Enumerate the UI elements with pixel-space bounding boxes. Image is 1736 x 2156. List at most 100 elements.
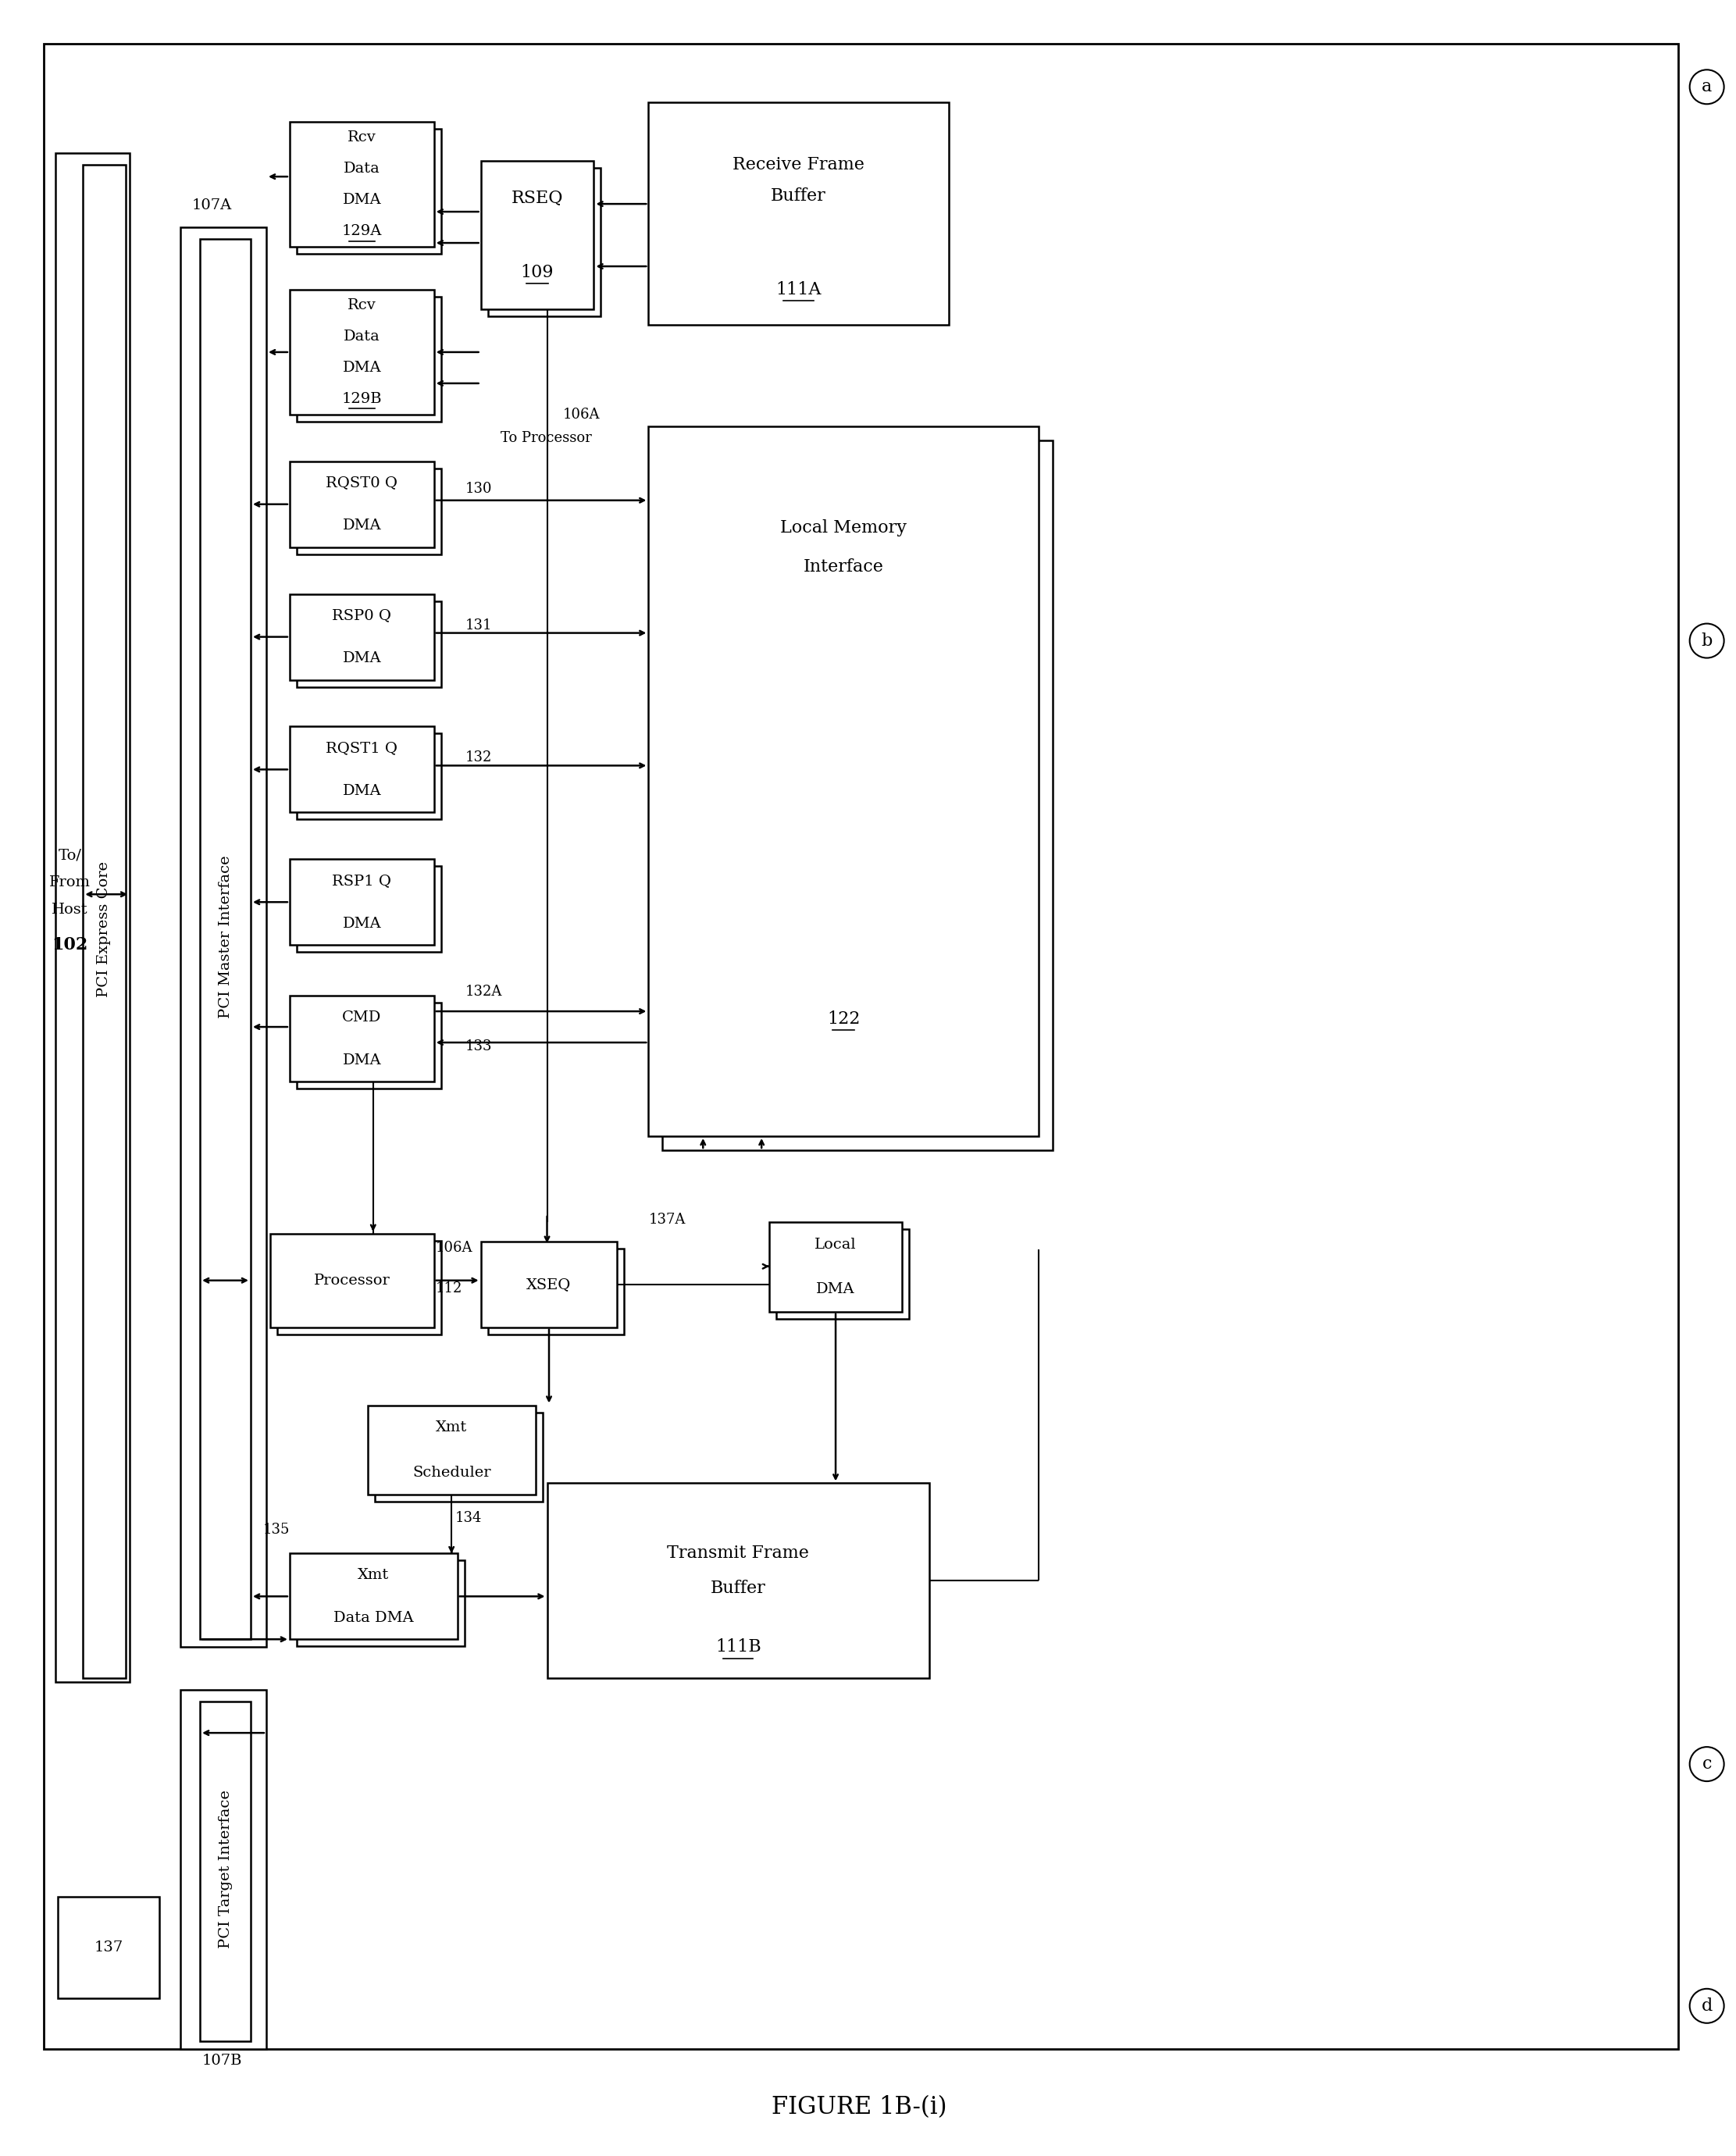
Bar [649, 427, 1038, 1136]
Bar [649, 103, 950, 326]
Text: DMA: DMA [342, 1052, 382, 1067]
Text: Transmit Frame: Transmit Frame [667, 1546, 809, 1563]
Text: Local: Local [814, 1238, 856, 1250]
Bar [297, 468, 441, 554]
Bar [290, 123, 434, 246]
Bar [776, 1229, 910, 1319]
Bar [290, 860, 434, 944]
Text: Rcv: Rcv [347, 298, 377, 313]
Text: DMA: DMA [342, 194, 382, 207]
Bar [481, 162, 594, 308]
Bar [290, 461, 434, 548]
Bar [368, 1406, 535, 1494]
Text: 137: 137 [94, 1940, 123, 1955]
Bar [200, 1701, 250, 2042]
Text: Rcv: Rcv [347, 132, 377, 144]
Text: To Processor: To Processor [500, 431, 592, 444]
Text: DMA: DMA [342, 360, 382, 375]
Bar [488, 168, 601, 317]
Bar [663, 440, 1052, 1149]
Text: From: From [49, 875, 90, 890]
Text: Buffer: Buffer [710, 1580, 766, 1598]
Text: 135: 135 [262, 1522, 290, 1537]
Text: d: d [1701, 1996, 1712, 2014]
Text: Xmt: Xmt [436, 1421, 467, 1434]
Text: FIGURE 1B-(i): FIGURE 1B-(i) [771, 2096, 946, 2119]
Bar [271, 1233, 434, 1328]
Bar [481, 1242, 618, 1328]
Bar [297, 602, 441, 688]
Text: 107A: 107A [193, 198, 233, 213]
Bar [290, 289, 434, 414]
Text: Scheduler: Scheduler [411, 1466, 491, 1479]
Text: 122: 122 [826, 1011, 859, 1028]
Text: PCI Express Core: PCI Express Core [97, 862, 111, 998]
Bar [181, 226, 266, 1647]
Text: PCI Master Interface: PCI Master Interface [219, 856, 233, 1018]
Bar [297, 298, 441, 423]
Text: 111A: 111A [776, 280, 821, 298]
Bar [200, 239, 250, 1639]
Text: 102: 102 [52, 936, 89, 953]
Text: To/: To/ [57, 847, 82, 862]
Text: Processor: Processor [314, 1274, 391, 1287]
Bar [290, 996, 434, 1082]
Text: Data: Data [344, 330, 380, 343]
Bar [297, 129, 441, 254]
Text: Receive Frame: Receive Frame [733, 157, 865, 172]
Text: 107B: 107B [203, 2053, 243, 2068]
Bar [297, 1561, 464, 1647]
Text: c: c [1701, 1755, 1712, 1772]
Text: 129B: 129B [342, 392, 382, 405]
Text: 132A: 132A [465, 985, 502, 998]
Text: DMA: DMA [342, 520, 382, 533]
Bar [547, 1483, 929, 1677]
Text: 133: 133 [465, 1039, 491, 1054]
Bar [57, 1897, 160, 1999]
Bar [375, 1412, 542, 1503]
Text: RSP0 Q: RSP0 Q [332, 608, 392, 623]
Text: b: b [1701, 632, 1712, 649]
Text: RSP1 Q: RSP1 Q [332, 873, 392, 888]
Text: CMD: CMD [342, 1011, 382, 1024]
Text: DMA: DMA [816, 1283, 856, 1296]
Text: 112: 112 [436, 1281, 462, 1296]
Text: Data DMA: Data DMA [333, 1611, 413, 1626]
Text: Host: Host [52, 903, 89, 916]
Text: 130: 130 [465, 481, 491, 496]
Bar [297, 733, 441, 819]
Text: 106A: 106A [562, 407, 599, 423]
Text: 137A: 137A [649, 1212, 686, 1227]
Text: 109: 109 [521, 263, 554, 280]
Text: PCI Target Interface: PCI Target Interface [219, 1789, 233, 1949]
Bar [56, 153, 130, 1682]
Text: RQST1 Q: RQST1 Q [326, 742, 398, 755]
Bar [297, 1003, 441, 1089]
Text: 106A: 106A [436, 1240, 472, 1255]
Bar [290, 1554, 457, 1639]
Text: DMA: DMA [342, 651, 382, 666]
Bar [83, 164, 127, 1677]
Text: RQST0 Q: RQST0 Q [326, 476, 398, 489]
Text: 132: 132 [465, 750, 491, 765]
Text: Interface: Interface [804, 558, 884, 576]
Text: DMA: DMA [342, 785, 382, 798]
Bar [488, 1248, 625, 1335]
Text: Data: Data [344, 162, 380, 177]
Text: Local Memory: Local Memory [779, 520, 906, 537]
Text: XSEQ: XSEQ [526, 1276, 571, 1291]
Text: DMA: DMA [342, 916, 382, 931]
Text: Xmt: Xmt [358, 1567, 389, 1583]
Bar [290, 593, 434, 679]
Text: a: a [1701, 78, 1712, 95]
Bar [290, 727, 434, 813]
Text: 129A: 129A [342, 224, 382, 239]
Text: RSEQ: RSEQ [512, 190, 562, 207]
Text: 131: 131 [465, 619, 491, 632]
Bar [181, 1690, 266, 2048]
Bar [278, 1240, 441, 1335]
Text: 134: 134 [455, 1511, 483, 1526]
Text: Buffer: Buffer [771, 188, 826, 205]
Bar [769, 1222, 903, 1311]
Text: 111B: 111B [715, 1639, 760, 1656]
